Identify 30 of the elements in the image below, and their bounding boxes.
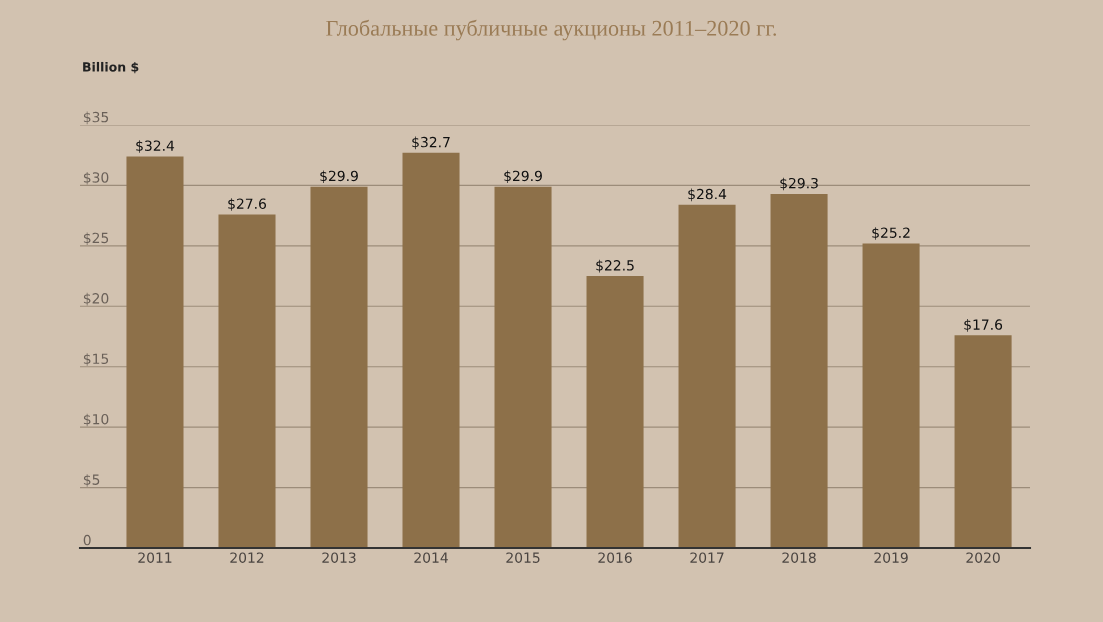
- y-tick-label: $15: [83, 353, 109, 366]
- data-label: $29.9: [504, 170, 542, 184]
- x-tick-label: 2012: [230, 552, 264, 563]
- data-label: $29.3: [780, 177, 818, 191]
- y-tick-label: 0: [83, 534, 91, 546]
- y-tick-label: $5: [83, 474, 100, 487]
- x-tick-label: 2013: [322, 552, 356, 563]
- data-label: $29.9: [320, 170, 358, 184]
- data-label: $25.2: [872, 227, 910, 240]
- x-tick-label: 2018: [782, 552, 816, 563]
- y-tick-label: $10: [83, 413, 109, 427]
- data-label: $28.4: [688, 188, 727, 202]
- x-tick-label: 2020: [966, 552, 1000, 563]
- data-label: $17.6: [964, 319, 1003, 332]
- y-tick-label: $25: [83, 232, 109, 246]
- x-tick-label: 2019: [874, 552, 908, 563]
- data-label: $27.6: [228, 198, 266, 211]
- y-tick-label: $20: [83, 292, 109, 306]
- data-label: $22.5: [596, 259, 634, 273]
- data-label: $32.7: [412, 136, 450, 150]
- x-tick-label: 2014: [414, 552, 448, 563]
- x-tick-label: 2015: [506, 552, 540, 563]
- x-tick-label: 2017: [690, 552, 724, 563]
- chart-title: Глобальные публичные аукционы 2011–2020 гг.: [326, 19, 777, 41]
- y-tick-label: $30: [83, 171, 109, 185]
- y-tick-label: $35: [83, 111, 109, 125]
- data-label: $32.4: [136, 140, 175, 153]
- y-axis-title: Billion $: [83, 61, 139, 74]
- x-tick-label: 2011: [138, 552, 172, 563]
- x-tick-label: 2016: [598, 552, 632, 563]
